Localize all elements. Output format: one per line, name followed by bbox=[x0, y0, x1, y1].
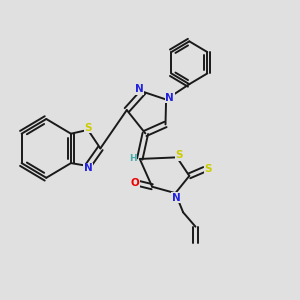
Text: N: N bbox=[84, 163, 92, 173]
Text: S: S bbox=[84, 123, 92, 133]
Text: H: H bbox=[129, 154, 137, 163]
Text: S: S bbox=[176, 150, 183, 160]
Text: N: N bbox=[165, 93, 174, 103]
Text: N: N bbox=[172, 193, 180, 202]
Text: O: O bbox=[131, 178, 140, 188]
Text: N: N bbox=[135, 84, 144, 94]
Text: S: S bbox=[205, 164, 212, 173]
